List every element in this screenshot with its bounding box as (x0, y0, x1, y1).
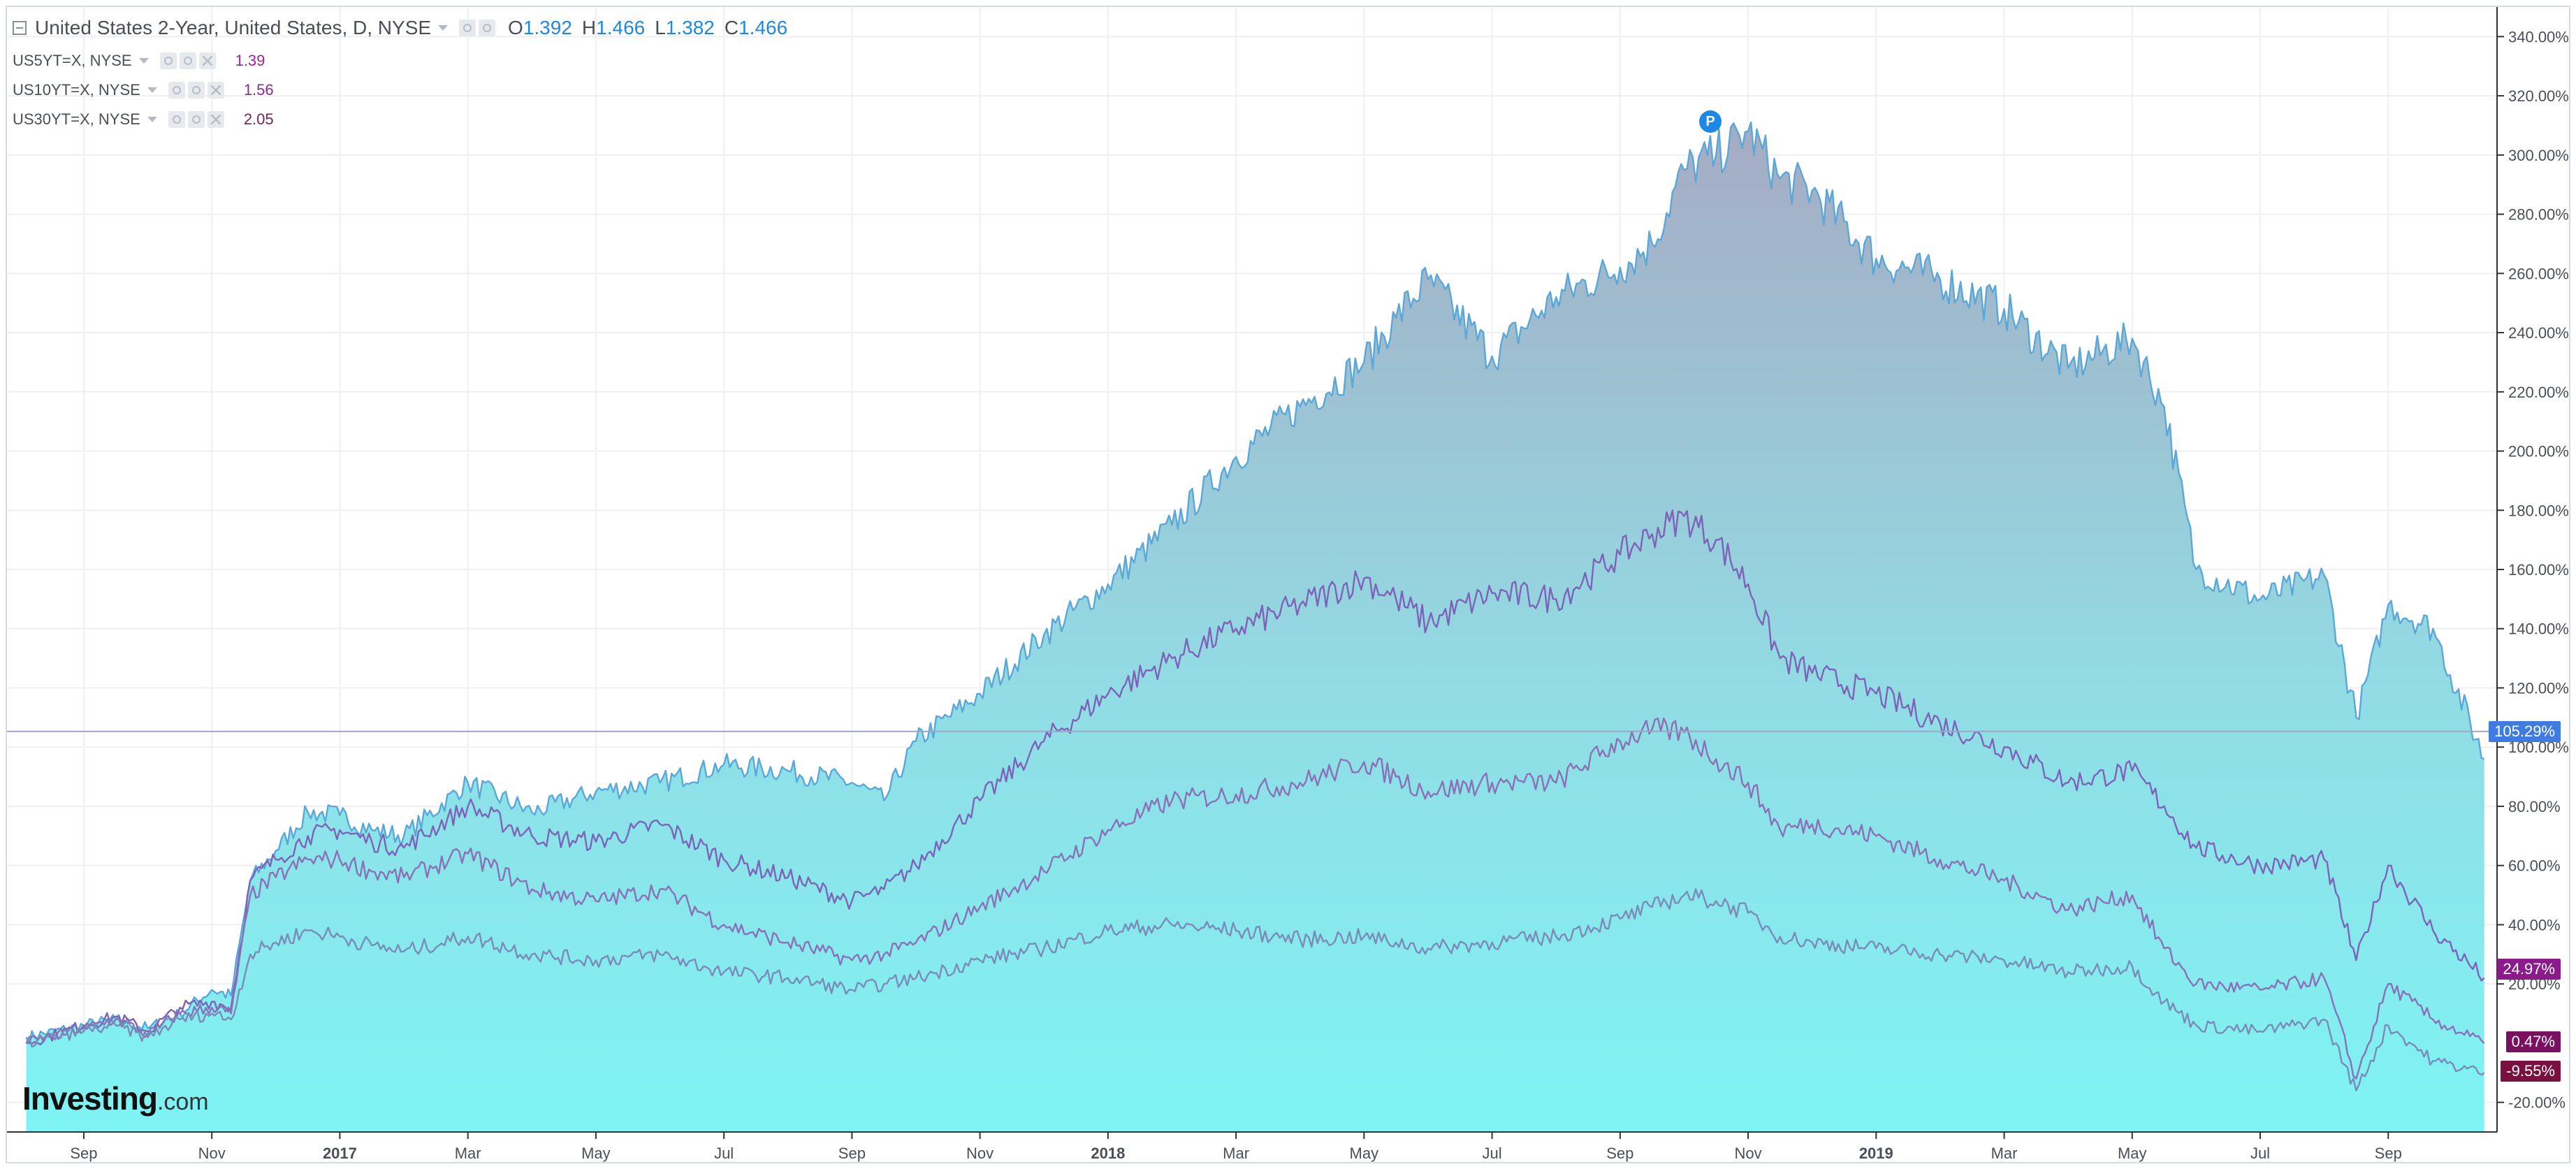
y-tick-label: 300.00% (2508, 147, 2569, 164)
x-tick-label: Sep (70, 1145, 97, 1162)
eye-icon[interactable] (459, 20, 476, 36)
eye-icon[interactable] (168, 82, 185, 99)
gear-icon[interactable] (187, 82, 205, 99)
y-tick-label: 180.00% (2508, 502, 2569, 519)
x-tick-label: Jul (1483, 1145, 1502, 1162)
open-value: 1.392 (523, 17, 572, 38)
overlay-value: 2.05 (243, 110, 274, 128)
y-tick-label: 60.00% (2508, 857, 2561, 875)
y-tick-label: 140.00% (2508, 620, 2569, 638)
price-axis-ticks[interactable]: 340.00% 320.00% 300.00% 280.00% 260.00% 240.0… (2497, 28, 2569, 1112)
price-tag: 105.29% (2489, 720, 2561, 742)
x-tick-label: Jul (714, 1145, 734, 1162)
close-icon[interactable] (207, 111, 224, 128)
x-tick-label: Sep (1606, 1145, 1633, 1162)
price-tag: -9.55% (2501, 1061, 2561, 1082)
x-tick-label: 2019 (1859, 1145, 1893, 1162)
logo-suffix: .com (157, 1089, 209, 1115)
overlay-name: US10YT=X, NYSE (13, 81, 140, 99)
logo-text: Investing (22, 1080, 158, 1117)
y-tick-label: 320.00% (2508, 87, 2569, 105)
marker-p-icon[interactable]: P (1699, 110, 1722, 133)
overlay-legend-us30y[interactable]: US30YT=X, NYSE 2.05 (13, 110, 274, 129)
investing-logo: Investing.com (22, 1080, 209, 1117)
main-series-legend[interactable]: United States 2-Year, United States, D, … (13, 17, 787, 39)
overlay-name: US5YT=X, NYSE (13, 52, 132, 69)
collapse-legend-button[interactable] (13, 21, 27, 35)
low-label: L (655, 17, 666, 38)
y-tick-label: 260.00% (2508, 265, 2569, 282)
series-line-2 (26, 717, 2485, 1080)
low-value: 1.382 (665, 17, 715, 38)
close-label: C (724, 17, 739, 38)
x-tick-label: Sep (838, 1145, 866, 1162)
y-tick-label: 160.00% (2508, 561, 2569, 579)
close-icon[interactable] (198, 52, 216, 69)
y-tick-label: 240.00% (2508, 324, 2569, 342)
time-axis-ticks[interactable]: Sep Nov 2017 Mar May Jul Sep Nov 2018 Mar May Jul Se… (70, 1132, 2402, 1162)
chevron-down-icon[interactable] (138, 58, 149, 64)
x-tick-label: 2017 (323, 1145, 357, 1162)
x-tick-label: May (581, 1145, 611, 1162)
series-line-3 (25, 888, 2485, 1091)
x-tick-label: May (2118, 1145, 2147, 1162)
overlay-name: US30YT=X, NYSE (13, 110, 140, 128)
overlay-legend-us5y[interactable]: US5YT=X, NYSE 1.39 (13, 52, 265, 70)
series-layer (25, 121, 2485, 1132)
close-icon[interactable] (207, 82, 224, 99)
gear-icon[interactable] (187, 111, 205, 128)
x-tick-label: Sep (2375, 1145, 2402, 1162)
x-tick-label: Nov (966, 1145, 994, 1162)
overlay-value: 1.56 (243, 81, 274, 99)
gear-icon[interactable] (179, 52, 196, 69)
price-tag: 24.97% (2497, 959, 2561, 980)
overlay-value: 1.39 (235, 52, 265, 69)
y-tick-label: -20.00% (2508, 1094, 2566, 1112)
x-tick-label: Mar (1223, 1145, 1249, 1162)
eye-icon[interactable] (159, 52, 177, 69)
y-tick-label: 120.00% (2508, 679, 2569, 697)
overlay-legend-us10y[interactable]: US10YT=X, NYSE 1.56 (13, 81, 274, 99)
y-tick-label: 40.00% (2508, 916, 2561, 934)
y-tick-label: 280.00% (2508, 206, 2569, 224)
x-tick-label: May (1350, 1145, 1379, 1162)
chevron-down-icon[interactable] (438, 25, 449, 31)
chart-frame (6, 6, 2570, 1163)
eye-icon[interactable] (168, 111, 185, 128)
x-tick-label: 2018 (1091, 1145, 1125, 1162)
x-tick-label: Jul (2250, 1145, 2270, 1162)
chevron-down-icon[interactable] (147, 87, 157, 93)
y-tick-label: 340.00% (2508, 28, 2569, 45)
y-tick-label: 80.00% (2508, 798, 2561, 815)
gear-icon[interactable] (479, 20, 496, 36)
y-tick-label: 220.00% (2508, 384, 2569, 401)
series-area-us2y (26, 122, 2484, 1132)
x-tick-label: Nov (198, 1145, 226, 1162)
x-tick-label: Mar (1991, 1145, 2018, 1162)
open-label: O (508, 17, 523, 38)
x-tick-label: Nov (1734, 1145, 1761, 1162)
y-tick-label: 200.00% (2508, 443, 2569, 460)
x-tick-label: Mar (455, 1145, 481, 1162)
chevron-down-icon[interactable] (147, 117, 157, 122)
price-tag: 0.47% (2505, 1031, 2561, 1052)
high-value: 1.466 (596, 17, 646, 38)
high-label: H (581, 17, 597, 38)
close-value: 1.466 (738, 17, 788, 38)
series-line-0 (25, 121, 2485, 1044)
main-series-title: United States 2-Year, United States, D, … (35, 17, 432, 38)
series-line-1 (26, 509, 2485, 1046)
